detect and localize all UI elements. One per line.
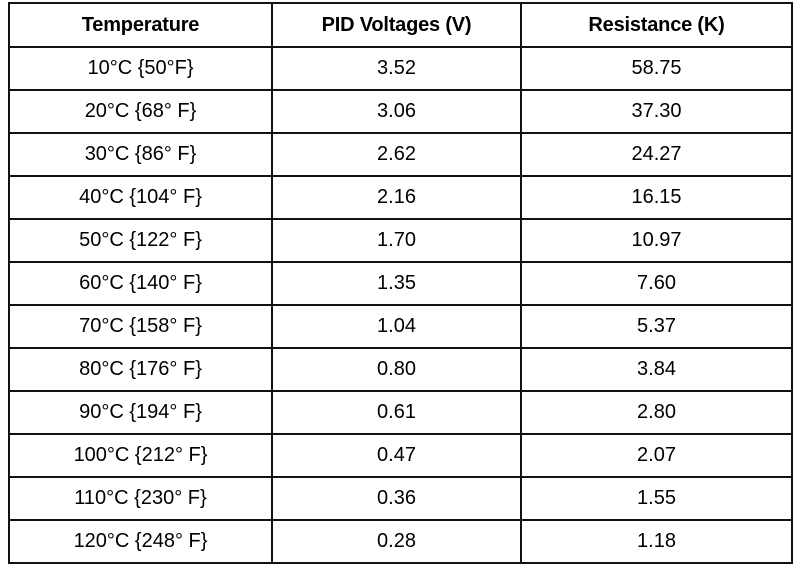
cell-resistance: 2.07: [520, 433, 793, 478]
header-temperature: Temperature: [8, 2, 273, 48]
cell-resistance: 58.75: [520, 46, 793, 91]
header-pid-voltages: PID Voltages (V): [271, 2, 522, 48]
cell-voltage: 2.16: [271, 175, 522, 220]
table-row: 50°C {122° F} 1.70 10.97: [8, 218, 793, 263]
table-row: 20°C {68° F} 3.06 37.30: [8, 89, 793, 134]
cell-voltage: 0.36: [271, 476, 522, 521]
table-row: 120°C {248° F} 0.28 1.18: [8, 519, 793, 564]
cell-temperature: 80°C {176° F}: [8, 347, 273, 392]
cell-resistance: 5.37: [520, 304, 793, 349]
cell-resistance: 10.97: [520, 218, 793, 263]
cell-temperature: 20°C {68° F}: [8, 89, 273, 134]
cell-voltage: 1.70: [271, 218, 522, 263]
cell-voltage: 2.62: [271, 132, 522, 177]
table-row: 40°C {104° F} 2.16 16.15: [8, 175, 793, 220]
cell-voltage: 3.06: [271, 89, 522, 134]
cell-resistance: 37.30: [520, 89, 793, 134]
cell-voltage: 1.35: [271, 261, 522, 306]
cell-voltage: 0.28: [271, 519, 522, 564]
header-resistance: Resistance (K): [520, 2, 793, 48]
temperature-voltage-resistance-table: Temperature PID Voltages (V) Resistance …: [8, 2, 793, 564]
cell-temperature: 90°C {194° F}: [8, 390, 273, 435]
cell-voltage: 0.80: [271, 347, 522, 392]
cell-resistance: 7.60: [520, 261, 793, 306]
table-row: 30°C {86° F} 2.62 24.27: [8, 132, 793, 177]
cell-temperature: 60°C {140° F}: [8, 261, 273, 306]
cell-temperature: 50°C {122° F}: [8, 218, 273, 263]
cell-resistance: 3.84: [520, 347, 793, 392]
cell-temperature: 70°C {158° F}: [8, 304, 273, 349]
cell-resistance: 1.18: [520, 519, 793, 564]
table-row: 10°C {50°F} 3.52 58.75: [8, 46, 793, 91]
cell-resistance: 24.27: [520, 132, 793, 177]
table-row: 90°C {194° F} 0.61 2.80: [8, 390, 793, 435]
cell-temperature: 40°C {104° F}: [8, 175, 273, 220]
table-row: 80°C {176° F} 0.80 3.84: [8, 347, 793, 392]
cell-voltage: 1.04: [271, 304, 522, 349]
table-row: 60°C {140° F} 1.35 7.60: [8, 261, 793, 306]
cell-resistance: 2.80: [520, 390, 793, 435]
data-table-container: Temperature PID Voltages (V) Resistance …: [8, 2, 793, 564]
cell-temperature: 110°C {230° F}: [8, 476, 273, 521]
table-body: 10°C {50°F} 3.52 58.75 20°C {68° F} 3.06…: [8, 46, 793, 564]
cell-temperature: 100°C {212° F}: [8, 433, 273, 478]
cell-temperature: 10°C {50°F}: [8, 46, 273, 91]
cell-voltage: 3.52: [271, 46, 522, 91]
cell-voltage: 0.61: [271, 390, 522, 435]
cell-resistance: 1.55: [520, 476, 793, 521]
cell-temperature: 30°C {86° F}: [8, 132, 273, 177]
cell-resistance: 16.15: [520, 175, 793, 220]
table-row: 110°C {230° F} 0.36 1.55: [8, 476, 793, 521]
table-row: 70°C {158° F} 1.04 5.37: [8, 304, 793, 349]
cell-voltage: 0.47: [271, 433, 522, 478]
table-row: 100°C {212° F} 0.47 2.07: [8, 433, 793, 478]
cell-temperature: 120°C {248° F}: [8, 519, 273, 564]
table-header-row: Temperature PID Voltages (V) Resistance …: [8, 2, 793, 48]
